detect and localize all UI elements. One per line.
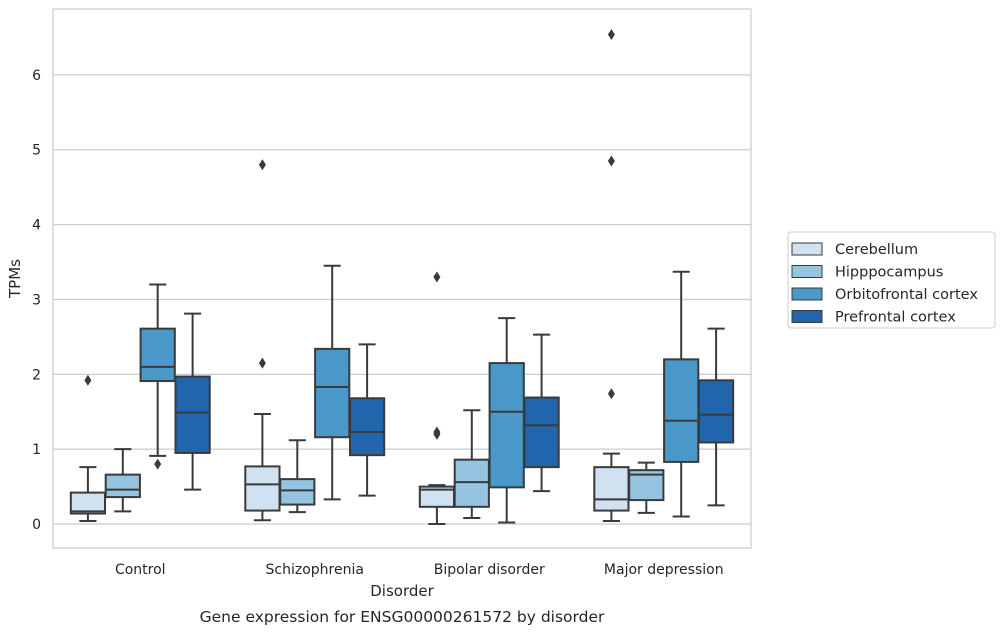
x-axis-title: Disorder: [370, 582, 434, 600]
box-series-layer: [69, 28, 735, 526]
legend: Cerebellum Hipppocampus Orbitofrontal cort…: [787, 231, 996, 329]
legend-item-orbitofrontal-cortex: Orbitofrontal cortex: [791, 287, 978, 303]
box-iqr: [244, 465, 281, 512]
y-tick-label: 4: [32, 218, 41, 234]
outlier-point: [433, 271, 441, 283]
box-iqr: [453, 458, 490, 508]
box-iqr: [697, 379, 735, 444]
outlier-point: [607, 28, 615, 40]
y-tick-label: 3: [32, 292, 41, 308]
legend-swatch: [791, 242, 823, 256]
series-hipppocampus: [104, 409, 665, 520]
box-iqr: [348, 397, 386, 457]
box-iqr: [69, 491, 107, 515]
outlier-point: [84, 374, 92, 386]
box-prefrontal-cortex-schizophrenia: [348, 343, 386, 497]
plot-area-frame: [52, 8, 752, 549]
legend-swatch: [791, 310, 823, 323]
box-orbitofrontal-cortex-major-depression: [663, 270, 700, 518]
legend-item-prefrontal-cortex: Prefrontal cortex: [791, 310, 956, 326]
legend-label: Hipppocampus: [835, 265, 943, 281]
y-tick-label: 0: [32, 517, 41, 533]
box-iqr: [139, 327, 176, 383]
box-iqr: [314, 347, 351, 439]
box-iqr: [523, 396, 560, 469]
chart-caption: Gene expression for ENSG00000261572 by d…: [200, 608, 605, 626]
series-orbitofrontal-cortex: [139, 264, 700, 524]
series-cerebellum: [69, 28, 630, 526]
outlier-point: [154, 458, 162, 470]
y-axis-ticks: 0 1 2 3 4 5 6: [32, 68, 41, 533]
legend-label: Prefrontal cortex: [835, 310, 956, 326]
box-orbitofrontal-cortex-bipolar-disorder: [488, 317, 525, 524]
y-tick-label: 6: [32, 68, 41, 84]
box-cerebellum-major-depression: [593, 28, 630, 523]
box-hipppocampus-schizophrenia: [279, 439, 316, 514]
series-prefrontal-cortex: [174, 312, 735, 507]
legend-frame: [787, 231, 996, 329]
box-iqr: [174, 375, 211, 454]
outlier-point: [258, 159, 266, 171]
legend-label: Cerebellum: [835, 242, 918, 258]
legend-label: Orbitofrontal cortex: [835, 287, 978, 303]
box-prefrontal-cortex-major-depression: [697, 327, 735, 507]
y-tick-label: 5: [32, 143, 41, 159]
x-tick-label: Schizophrenia: [266, 562, 364, 578]
box-prefrontal-cortex-bipolar-disorder: [523, 333, 560, 493]
y-tick-label: 1: [32, 442, 41, 458]
legend-item-cerebellum: Cerebellum: [791, 242, 918, 258]
box-iqr: [593, 466, 630, 512]
y-axis-title: TPMs: [6, 259, 24, 299]
box-cerebellum-schizophrenia: [244, 159, 281, 522]
outlier-point: [607, 155, 615, 167]
legend-swatch: [791, 287, 823, 301]
box-hipppocampus-major-depression: [628, 461, 665, 514]
x-tick-label: Major depression: [604, 562, 724, 578]
x-tick-label: Bipolar disorder: [434, 562, 545, 578]
box-hipppocampus-bipolar-disorder: [453, 409, 490, 520]
x-axis-ticks: Control Schizophrenia Bipolar disorder Majo…: [115, 562, 724, 578]
box-iqr: [104, 473, 141, 499]
outlier-point: [258, 357, 266, 369]
box-cerebellum-control: [69, 374, 107, 523]
outlier-point: [433, 426, 441, 438]
x-tick-label: Control: [115, 562, 166, 578]
box-iqr: [279, 478, 316, 506]
legend-swatch: [791, 265, 823, 278]
y-tick-label: 2: [32, 367, 41, 383]
box-orbitofrontal-cortex-schizophrenia: [314, 264, 351, 501]
outlier-point: [607, 388, 615, 400]
box-orbitofrontal-cortex-control: [139, 283, 176, 470]
box-cerebellum-bipolar-disorder: [418, 271, 456, 526]
box-iqr: [488, 362, 525, 489]
box-iqr: [663, 358, 700, 463]
box-hipppocampus-control: [104, 448, 141, 513]
box-prefrontal-cortex-control: [174, 312, 211, 491]
legend-item-hipppocampus: Hipppocampus: [791, 265, 943, 281]
